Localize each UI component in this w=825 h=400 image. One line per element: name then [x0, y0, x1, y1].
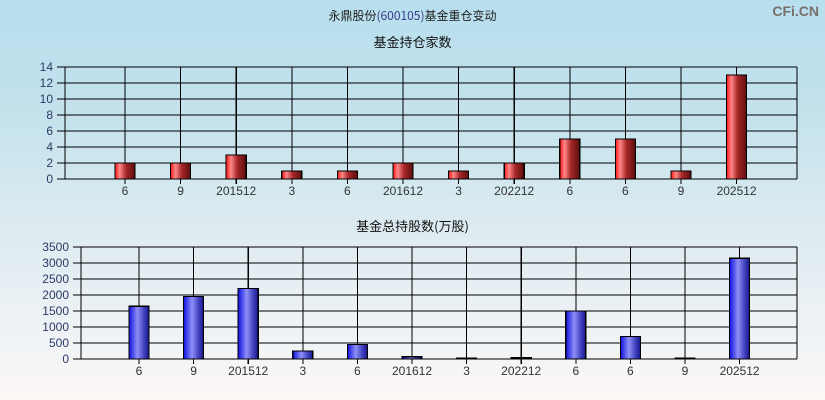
- svg-text:3: 3: [299, 364, 306, 378]
- svg-text:202512: 202512: [717, 184, 757, 198]
- svg-text:201612: 201612: [392, 364, 432, 378]
- svg-text:6: 6: [566, 184, 573, 198]
- svg-text:6: 6: [136, 364, 143, 378]
- svg-text:6: 6: [627, 364, 634, 378]
- svg-text:201512: 201512: [216, 184, 256, 198]
- svg-text:3500: 3500: [42, 240, 69, 254]
- svg-text:202212: 202212: [501, 364, 541, 378]
- svg-text:2: 2: [46, 156, 53, 170]
- svg-text:10: 10: [40, 92, 54, 106]
- svg-text:201612: 201612: [383, 184, 423, 198]
- svg-text:14: 14: [40, 60, 54, 74]
- svg-text:12: 12: [40, 76, 54, 90]
- svg-text:2000: 2000: [42, 288, 69, 302]
- svg-text:1500: 1500: [42, 304, 69, 318]
- svg-text:0: 0: [62, 352, 69, 366]
- svg-text:3: 3: [463, 364, 470, 378]
- svg-text:9: 9: [177, 184, 184, 198]
- svg-text:9: 9: [678, 184, 685, 198]
- svg-text:9: 9: [682, 364, 689, 378]
- svg-text:6: 6: [572, 364, 579, 378]
- svg-text:202512: 202512: [720, 364, 760, 378]
- svg-text:3000: 3000: [42, 256, 69, 270]
- svg-text:1000: 1000: [42, 320, 69, 334]
- svg-text:3: 3: [288, 184, 295, 198]
- svg-text:6: 6: [344, 184, 351, 198]
- svg-text:201512: 201512: [228, 364, 268, 378]
- svg-text:6: 6: [354, 364, 361, 378]
- svg-text:4: 4: [46, 140, 53, 154]
- svg-text:202212: 202212: [494, 184, 534, 198]
- svg-text:6: 6: [46, 124, 53, 138]
- svg-text:6: 6: [622, 184, 629, 198]
- svg-text:0: 0: [46, 172, 53, 186]
- svg-text:3: 3: [455, 184, 462, 198]
- svg-text:500: 500: [49, 336, 69, 350]
- svg-text:8: 8: [46, 108, 53, 122]
- svg-text:9: 9: [190, 364, 197, 378]
- svg-text:6: 6: [122, 184, 129, 198]
- svg-text:2500: 2500: [42, 272, 69, 286]
